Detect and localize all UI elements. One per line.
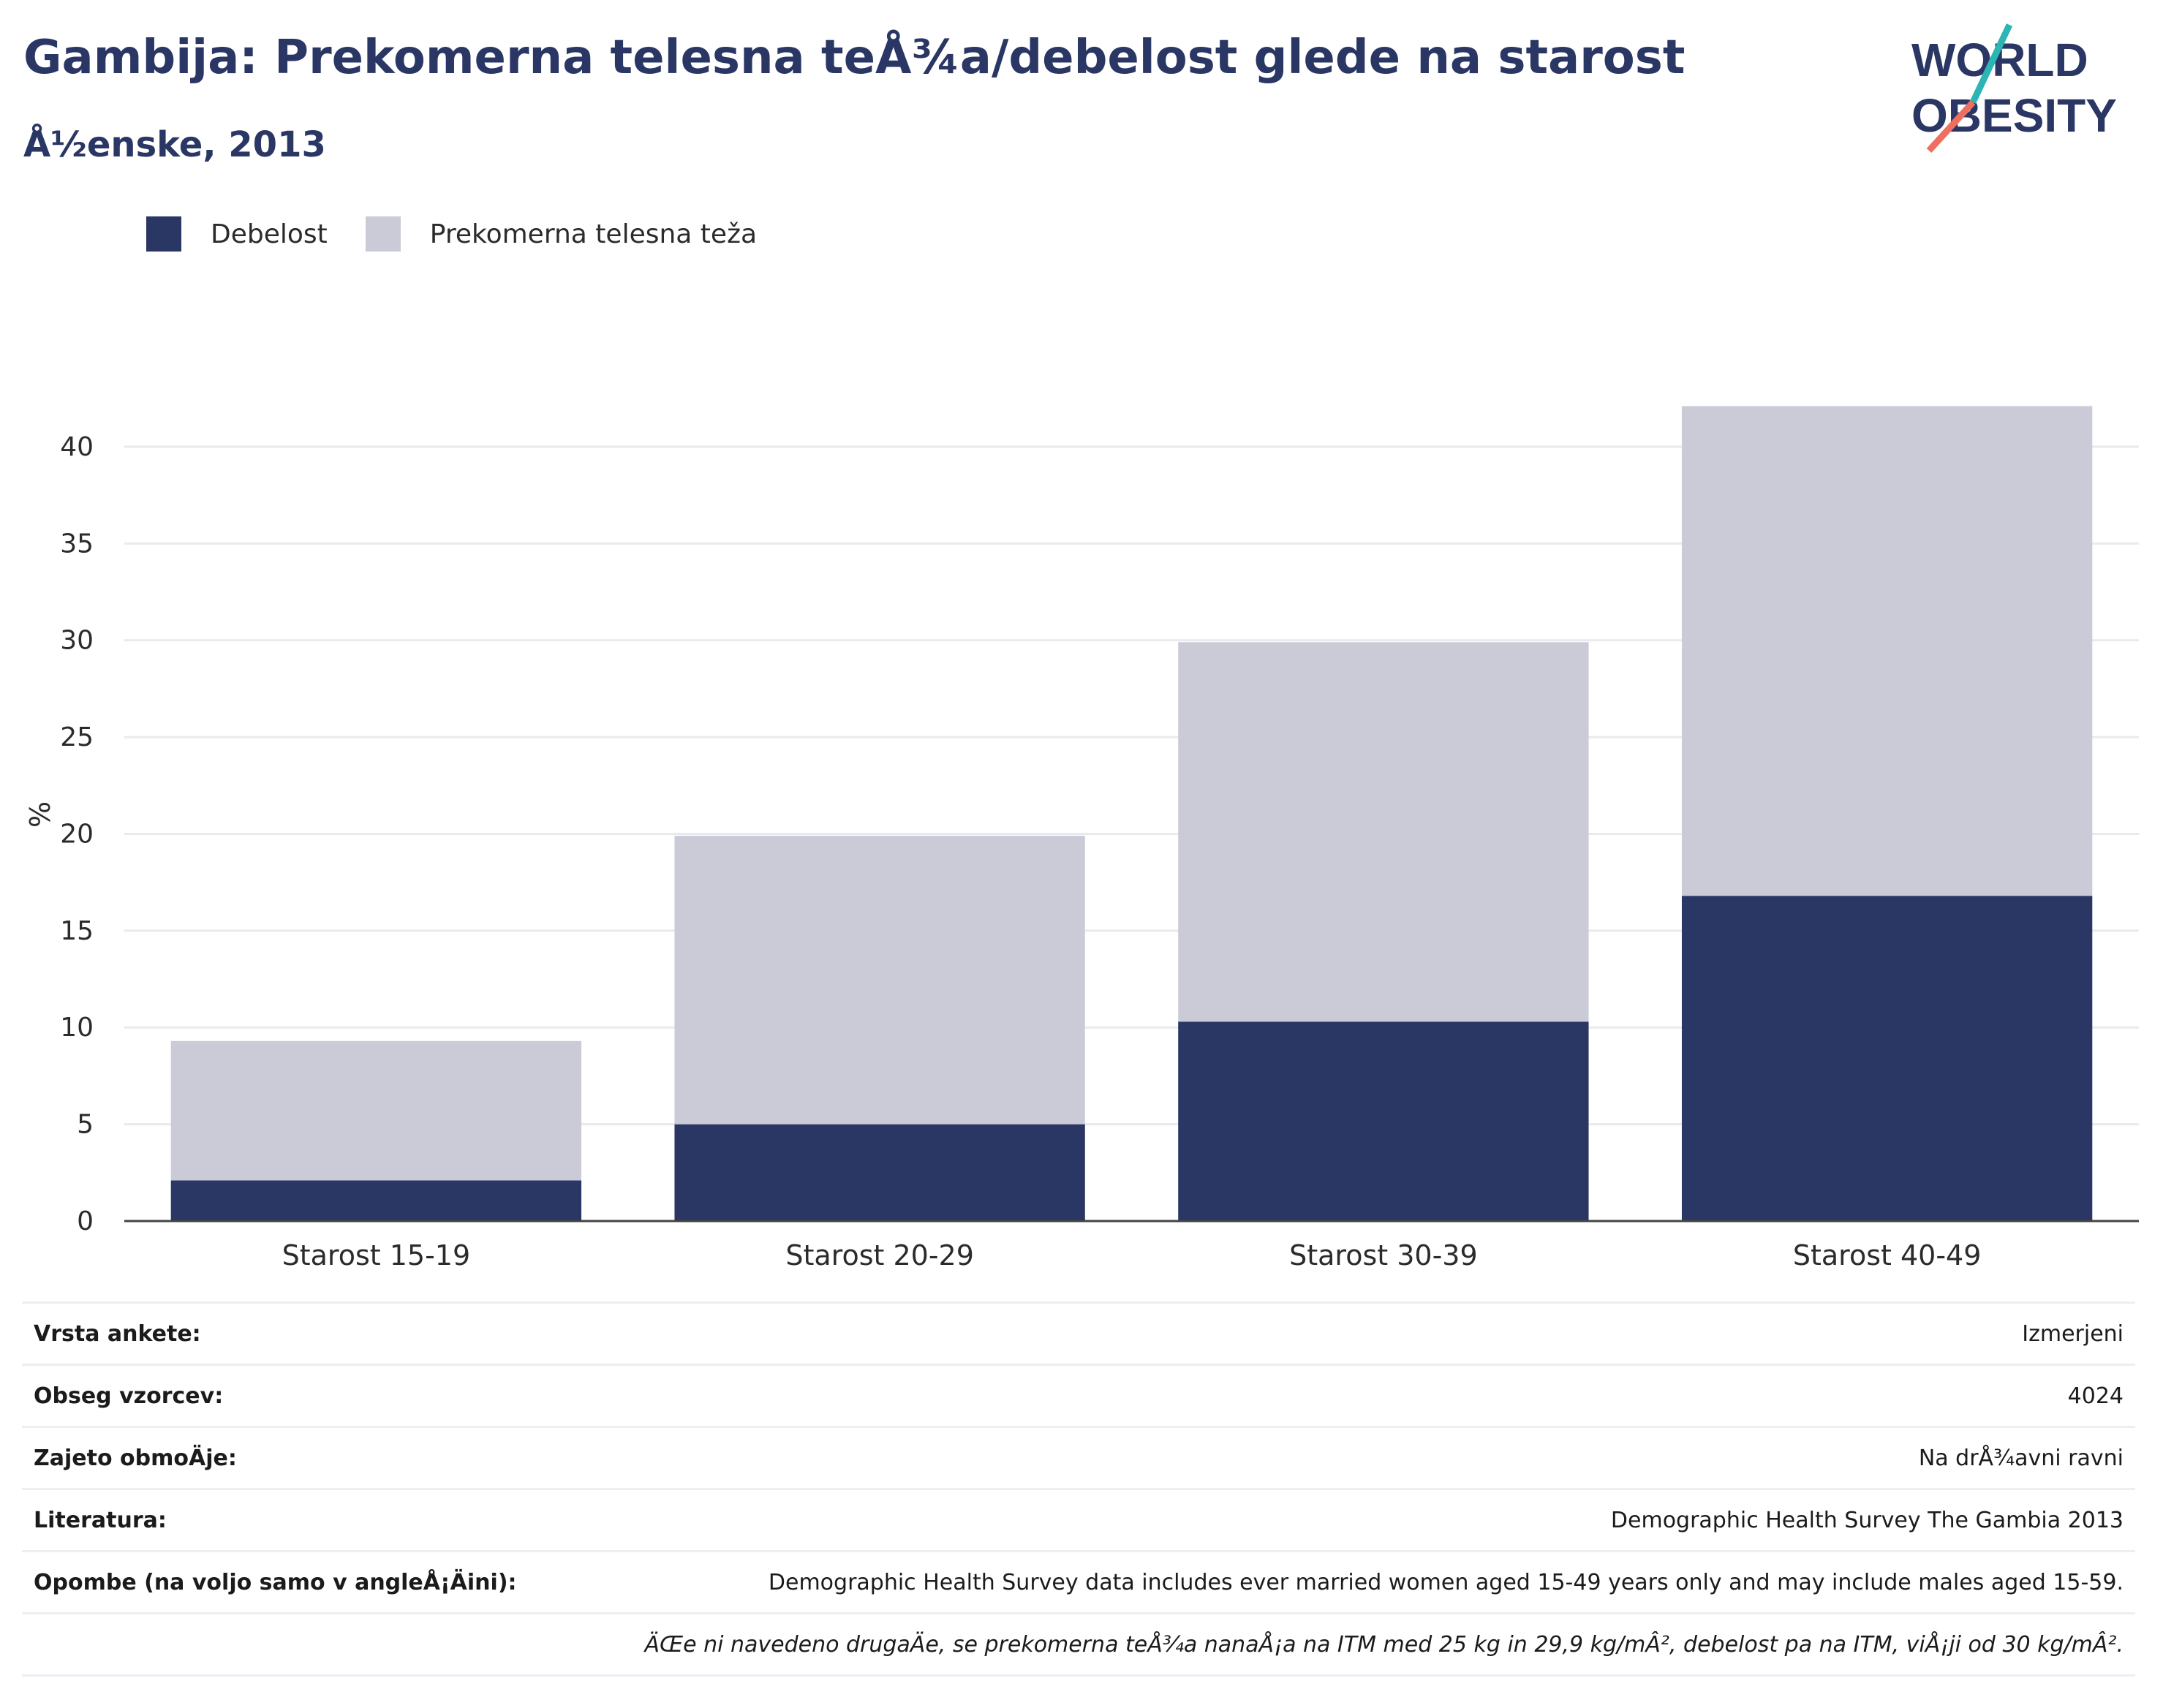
info-value: Na drÅ¾avni ravni [1918,1445,2124,1471]
bar-prekomerna-3 [1681,406,2093,896]
info-row-sample-size: Obseg vzorcev: 4024 [22,1364,2135,1426]
bar-debelost-1 [674,1124,1085,1221]
info-value: Demographic Health Survey The Gambia 201… [1610,1507,2124,1533]
legend-swatch-prekomerna [365,216,401,252]
info-key: Zajeto obmoÄje: [34,1445,237,1471]
info-key: Literatura: [34,1507,167,1533]
info-row-footnote: ÄŒe ni navedeno drugaÄe, se prekomerna t… [22,1612,2135,1677]
x-tick-label: Starost 40-49 [1793,1239,1982,1271]
stacked-bar-chart: 0 5 10 15 20 25 30 35 40% Starost 15-19 Starost 20… [24,406,2139,1271]
info-row-notes: Opombe (na voljo samo v angleÅ¡Äini): De… [22,1550,2135,1612]
chart-subtitle: Å½enske, 2013 [23,124,326,165]
info-row-coverage: Zajeto obmoÄje: Na drÅ¾avni ravni [22,1426,2135,1488]
logo-slash-coral [1926,99,1976,154]
legend-label-prekomerna: Prekomerna telesna teža [429,219,758,249]
bar-prekomerna-1 [674,836,1085,1125]
survey-info-table: Vrsta ankete: Izmerjeni Obseg vzorcev: 4… [22,1301,2135,1677]
y-tick-label: 10 [60,1013,94,1043]
info-key: Opombe (na voljo samo v angleÅ¡Äini): [34,1569,517,1595]
legend-swatch-debelost [146,216,181,252]
info-value: Izmerjeni [2022,1320,2124,1347]
bar-debelost-2 [1178,1021,1589,1221]
info-key: Obseg vzorcev: [34,1383,224,1409]
info-value: Demographic Health Survey data includes … [768,1569,2124,1595]
x-tick-label: Starost 15-19 [282,1239,471,1271]
bar-prekomerna-2 [1178,642,1589,1022]
x-tick-label: Starost 30-39 [1289,1239,1478,1271]
legend-label-debelost: Debelost [211,219,328,249]
y-tick-label: 30 [60,626,94,656]
y-tick-label: 5 [77,1110,94,1140]
info-key: Vrsta ankete: [34,1320,201,1347]
y-tick-label: 25 [60,722,94,752]
y-tick-label: 0 [77,1206,94,1236]
x-tick-label: Starost 20-29 [785,1239,974,1271]
logo-slash-teal [1969,23,2013,104]
info-row-survey-type: Vrsta ankete: Izmerjeni [22,1301,2135,1364]
bar-debelost-0 [170,1180,582,1221]
y-tick-label: 20 [60,819,94,849]
bar-prekomerna-0 [170,1040,582,1181]
footnote-text: ÄŒe ni navedeno drugaÄe, se prekomerna t… [644,1631,2124,1658]
world-obesity-logo: WORLD OBESITY [1911,23,2117,154]
legend-item-prekomerna[interactable]: Prekomerna telesna teža [365,216,758,252]
info-row-reference: Literatura: Demographic Health Survey Th… [22,1488,2135,1550]
chart-legend: Debelost Prekomerna telesna teža [146,216,795,252]
chart-title: Gambija: Prekomerna telesna teÅ¾a/debelo… [23,31,1686,85]
y-tick-label: 40 [60,432,94,462]
y-tick-label: 15 [60,916,94,946]
y-tick-label: 35 [60,529,94,559]
legend-item-debelost[interactable]: Debelost [146,216,328,252]
info-value: 4024 [2067,1383,2124,1409]
bar-debelost-3 [1681,896,2093,1221]
y-axis-label: % [24,801,56,828]
